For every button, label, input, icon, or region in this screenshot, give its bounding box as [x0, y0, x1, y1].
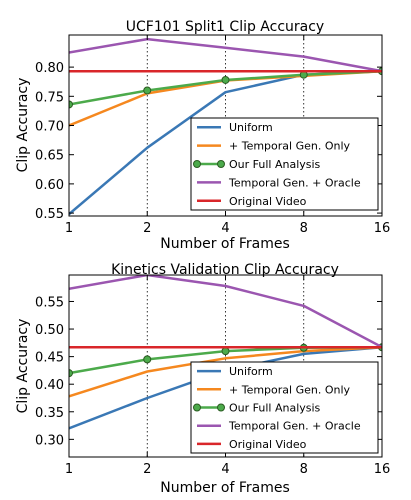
legend-label: + Temporal Gen. Only: [229, 383, 351, 396]
x-tick-label: 8: [300, 462, 308, 477]
x-axis-label: Number of Frames: [160, 480, 290, 496]
y-tick-label: 0.65: [35, 149, 64, 164]
chart-title: UCF101 Split1 Clip Accuracy: [126, 19, 324, 35]
x-tick-label: 1: [65, 221, 73, 236]
y-tick-label: 0.40: [35, 378, 64, 393]
y-tick-label: 0.80: [35, 61, 64, 76]
legend-label: Temporal Gen. + Oracle: [228, 176, 361, 189]
series-line: [69, 37, 382, 73]
y-tick-label: 0.70: [35, 120, 64, 135]
chart-ucf101: UCF101 Split1 Clip Accuracy 1 2 4 8 16 0.55 0.…: [15, 19, 390, 252]
x-tick-label: 8: [300, 221, 308, 236]
y-tick-label: 0.30: [35, 433, 64, 448]
x-tick-label: 2: [143, 462, 151, 477]
y-tick-label: 0.55: [35, 207, 64, 222]
data-point: [221, 75, 230, 84]
x-axis-label: Number of Frames: [160, 236, 290, 252]
series-line: [69, 345, 382, 398]
data-point: [143, 355, 152, 364]
data-point: [69, 100, 73, 109]
legend: Uniform + Temporal Gen. Only Our Full Anal…: [190, 361, 379, 454]
legend-marker: [193, 403, 201, 412]
y-axis-label: Clip Accuracy: [15, 319, 31, 414]
legend-marker: [217, 160, 225, 168]
y-axis-label: Clip Accuracy: [15, 78, 31, 173]
x-tick-label: 4: [221, 462, 229, 477]
y-tick-label: 0.75: [35, 90, 64, 105]
plot-area: [69, 37, 382, 216]
y-tick-label: 0.60: [35, 178, 64, 193]
legend-label: Our Full Analysis: [229, 158, 321, 171]
legend-label: Uniform: [229, 365, 273, 378]
legend-label: + Temporal Gen. Only: [229, 140, 351, 153]
x-tick-label: 16: [374, 221, 391, 236]
y-tick-label: 0.55: [35, 295, 64, 310]
axis-ticks: 1 2 4 8 16 0.55 0.60 0.65 0.70 0.75 0.80: [35, 35, 390, 236]
data-point: [143, 86, 152, 95]
legend-label: Original Video: [229, 438, 307, 451]
legend-label: Temporal Gen. + Oracle: [228, 420, 361, 433]
legend-marker: [193, 160, 201, 168]
series-line: [69, 275, 382, 349]
legend-label: Uniform: [229, 121, 273, 134]
y-tick-label: 0.45: [35, 351, 64, 366]
data-point: [221, 347, 230, 356]
axis-ticks: 1 2 4 8 16 0.30 0.35 0.40 0.45 0.50 0.55: [35, 275, 390, 477]
legend-marker: [217, 403, 225, 412]
legend: Uniform + Temporal Gen. Only Our Full Anal…: [190, 117, 379, 211]
legend-label: Original Video: [229, 195, 307, 208]
data-point: [69, 369, 73, 378]
plot-area: [69, 275, 382, 430]
legend-label: Our Full Analysis: [229, 402, 321, 415]
x-tick-label: 4: [221, 221, 229, 236]
x-tick-label: 2: [143, 221, 151, 236]
y-tick-label: 0.50: [35, 323, 64, 338]
chart-title: Kinetics Validation Clip Accuracy: [111, 262, 339, 278]
y-tick-label: 0.35: [35, 406, 64, 421]
chart-kinetics: Kinetics Validation Clip Accuracy 1 2 4 8 16…: [15, 262, 390, 496]
x-tick-label: 1: [65, 462, 73, 477]
x-tick-label: 16: [374, 462, 391, 477]
